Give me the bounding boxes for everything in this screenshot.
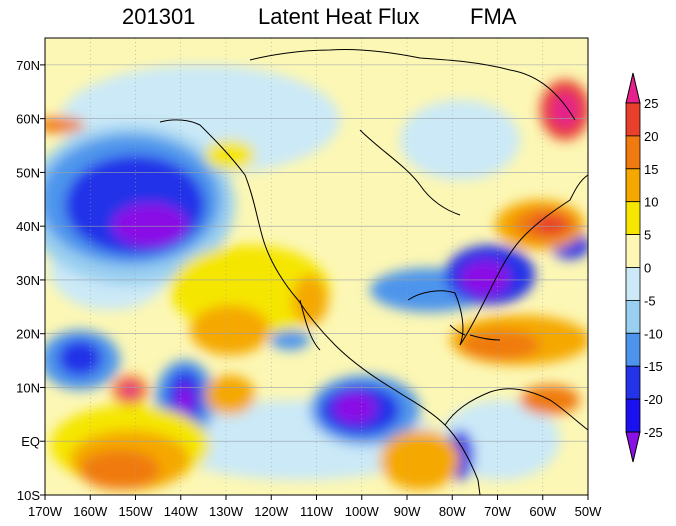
- lon-tick-label: 120W: [254, 504, 289, 519]
- title-variable: Latent Heat Flux: [258, 4, 420, 29]
- colorbar-swatch: [625, 332, 641, 367]
- lon-tick-label: 160W: [73, 504, 108, 519]
- colorbar-swatch: [625, 234, 641, 268]
- colorbar-swatch: [625, 299, 641, 334]
- colorbar-label: -15: [644, 359, 663, 374]
- colorbar-swatch: [625, 201, 641, 235]
- colorbar-label: -25: [644, 425, 663, 440]
- colorbar-label: -20: [644, 392, 663, 407]
- lon-tick-label: 80W: [439, 504, 466, 519]
- colorbar-label: 10: [644, 195, 658, 210]
- coastlines: [159, 48, 588, 495]
- colorbar-swatch: [625, 267, 641, 301]
- colorbar-label: 25: [644, 96, 658, 111]
- lon-tick-label: 100W: [345, 504, 380, 519]
- lon-tick-label: 130W: [209, 504, 244, 519]
- colorbar-label: 5: [644, 228, 651, 243]
- colorbar-swatch: [625, 135, 641, 170]
- lat-tick-label: 40N: [16, 219, 40, 234]
- lat-tick-label: 30N: [16, 273, 40, 288]
- lon-tick-label: 150W: [119, 504, 154, 519]
- colorbar-swatch: [625, 365, 641, 400]
- lon-tick-label: 70W: [484, 504, 511, 519]
- colorbar-label: -5: [644, 293, 656, 308]
- map-title: 201301 Latent Heat Flux FMA: [0, 4, 676, 34]
- colorbar-label: 15: [644, 162, 658, 177]
- lon-tick-label: 140W: [164, 504, 199, 519]
- colorbar-label: 0: [644, 261, 651, 276]
- colorbar-swatch: [625, 398, 641, 433]
- lat-tick-label: EQ: [21, 434, 40, 449]
- lon-tick-label: 110W: [300, 504, 334, 519]
- lat-tick-label: 50N: [16, 165, 40, 180]
- lat-tick-label: 20N: [16, 327, 40, 342]
- colorbar-label: 20: [644, 129, 658, 144]
- lat-tick-label: 60N: [16, 112, 40, 127]
- latitude-axis: 10S EQ 10N 20N 30N 40N 50N 60N 70N: [16, 58, 45, 503]
- grid-lines: [45, 38, 588, 495]
- colorbar-swatch: [625, 168, 641, 203]
- colorbar-top-arrow: [625, 72, 641, 104]
- colorbar-bottom-arrow: [625, 431, 641, 463]
- lat-tick-label: 10S: [17, 488, 40, 503]
- colorbar: 25 20 15 10 5 0 -5 -10 -15 -20 -25: [625, 72, 663, 463]
- colorbar-label: -10: [644, 326, 663, 341]
- lon-tick-label: 60W: [529, 504, 556, 519]
- lat-tick-label: 70N: [16, 58, 40, 73]
- longitude-axis: 170W 160W 150W 140W 130W 120W 110W 100W 90W 80W 70…: [28, 495, 602, 519]
- colorbar-swatch: [625, 102, 641, 137]
- title-season: FMA: [470, 4, 517, 29]
- flux-field: [45, 38, 588, 495]
- lon-tick-label: 170W: [28, 504, 63, 519]
- lon-tick-label: 90W: [394, 504, 421, 519]
- title-date: 201301: [122, 4, 196, 29]
- lon-tick-label: 50W: [575, 504, 602, 519]
- lat-tick-label: 10N: [16, 380, 40, 395]
